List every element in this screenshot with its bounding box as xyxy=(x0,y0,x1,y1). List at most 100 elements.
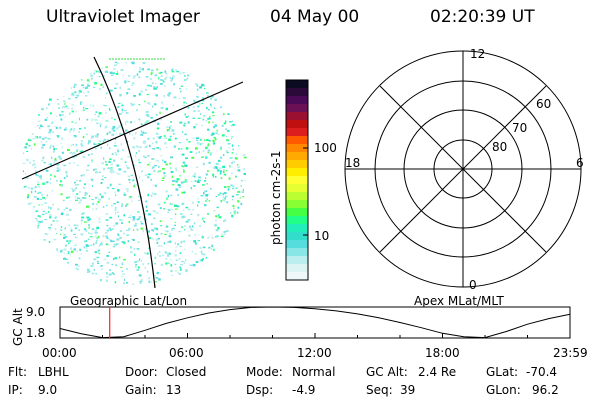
emission-pixel xyxy=(140,133,143,136)
emission-pixel xyxy=(167,211,169,213)
emission-pixel xyxy=(113,68,116,71)
emission-pixel xyxy=(68,224,70,226)
emission-pixel xyxy=(209,116,211,119)
emission-pixel xyxy=(69,112,71,115)
emission-pixel xyxy=(162,159,164,162)
emission-pixel xyxy=(84,240,86,243)
emission-pixel xyxy=(59,157,62,160)
emission-pixel xyxy=(111,272,114,274)
emission-pixel xyxy=(78,89,81,92)
emission-pixel xyxy=(30,147,33,150)
emission-pixel xyxy=(37,222,40,224)
emission-pixel xyxy=(184,113,186,116)
emission-pixel xyxy=(116,211,119,213)
emission-pixel xyxy=(211,132,215,135)
emission-pixel xyxy=(236,194,238,196)
glat-value: -70.4 xyxy=(526,365,558,379)
emission-pixel xyxy=(133,176,135,178)
emission-pixel xyxy=(44,198,46,201)
emission-pixel xyxy=(155,159,158,161)
emission-pixel xyxy=(127,175,131,178)
emission-pixel xyxy=(32,137,36,140)
emission-pixel xyxy=(111,153,114,155)
emission-pixel xyxy=(235,157,238,160)
emission-pixel xyxy=(94,82,97,85)
emission-pixel xyxy=(29,202,33,204)
emission-pixel xyxy=(27,187,30,189)
emission-pixel xyxy=(237,200,240,203)
emission-pixel xyxy=(133,229,135,231)
emission-pixel xyxy=(202,119,205,121)
emission-pixel xyxy=(53,147,55,151)
emission-pixel xyxy=(26,158,29,162)
emission-pixel xyxy=(45,140,48,143)
emission-pixel xyxy=(208,121,210,124)
emission-pixel xyxy=(165,146,168,148)
emission-pixel xyxy=(97,201,100,203)
emission-pixel xyxy=(134,265,137,268)
colorbar-swatch xyxy=(286,168,308,177)
emission-pixel xyxy=(193,176,196,178)
emission-pixel xyxy=(204,87,206,89)
emission-pixel xyxy=(104,105,107,107)
emission-pixel xyxy=(126,92,129,95)
colorbar-swatch xyxy=(286,184,308,193)
emission-pixel xyxy=(126,167,130,169)
emission-pixel xyxy=(226,139,229,142)
emission-pixel xyxy=(125,120,129,123)
emission-pixel xyxy=(140,130,143,133)
emission-pixel xyxy=(235,187,238,189)
emission-pixel xyxy=(244,180,246,182)
emission-pixel xyxy=(171,208,174,211)
emission-pixel xyxy=(169,135,172,138)
emission-pixel xyxy=(145,210,148,212)
emission-pixel xyxy=(207,213,209,215)
emission-pixel xyxy=(181,153,185,156)
emission-pixel xyxy=(120,267,123,268)
emission-pixel xyxy=(110,169,114,172)
emission-pixel xyxy=(130,121,133,124)
emission-pixel xyxy=(105,66,108,68)
emission-pixel xyxy=(193,185,196,187)
emission-pixel xyxy=(177,272,179,275)
dsp-value: -4.9 xyxy=(292,383,316,397)
emission-pixel xyxy=(156,114,158,116)
emission-pixel xyxy=(150,194,153,197)
emission-pixel xyxy=(65,207,68,209)
emission-pixel xyxy=(82,233,84,235)
emission-pixel xyxy=(121,262,124,266)
emission-pixel xyxy=(93,143,97,146)
emission-pixel xyxy=(220,235,224,238)
emission-pixel xyxy=(63,164,67,167)
emission-pixel xyxy=(49,216,52,219)
emission-pixel xyxy=(114,281,117,284)
emission-pixel xyxy=(88,224,90,227)
emission-pixel xyxy=(92,208,94,211)
emission-pixel xyxy=(59,184,62,186)
emission-pixel xyxy=(165,107,168,111)
emission-pixel xyxy=(75,97,78,99)
emission-pixel xyxy=(99,193,101,196)
emission-pixel xyxy=(85,108,89,110)
emission-pixel xyxy=(196,96,199,98)
emission-pixel xyxy=(114,191,116,194)
emission-pixel xyxy=(162,80,165,83)
polar-grid xyxy=(344,50,582,288)
emission-pixel xyxy=(153,86,155,89)
emission-pixel xyxy=(96,203,98,206)
emission-pixel xyxy=(134,121,136,123)
emission-pixel xyxy=(215,166,218,169)
emission-pixel xyxy=(98,221,102,223)
emission-pixel xyxy=(114,212,116,215)
emission-pixel xyxy=(151,142,154,145)
emission-pixel xyxy=(86,216,90,219)
emission-pixel xyxy=(192,209,194,211)
emission-pixel xyxy=(133,185,136,188)
emission-pixel xyxy=(78,130,80,133)
emission-pixel xyxy=(60,233,62,235)
emission-pixel xyxy=(180,181,184,184)
emission-pixel xyxy=(157,245,161,247)
emission-pixel xyxy=(154,256,157,259)
emission-pixel xyxy=(121,205,123,208)
emission-pixel xyxy=(140,278,143,282)
